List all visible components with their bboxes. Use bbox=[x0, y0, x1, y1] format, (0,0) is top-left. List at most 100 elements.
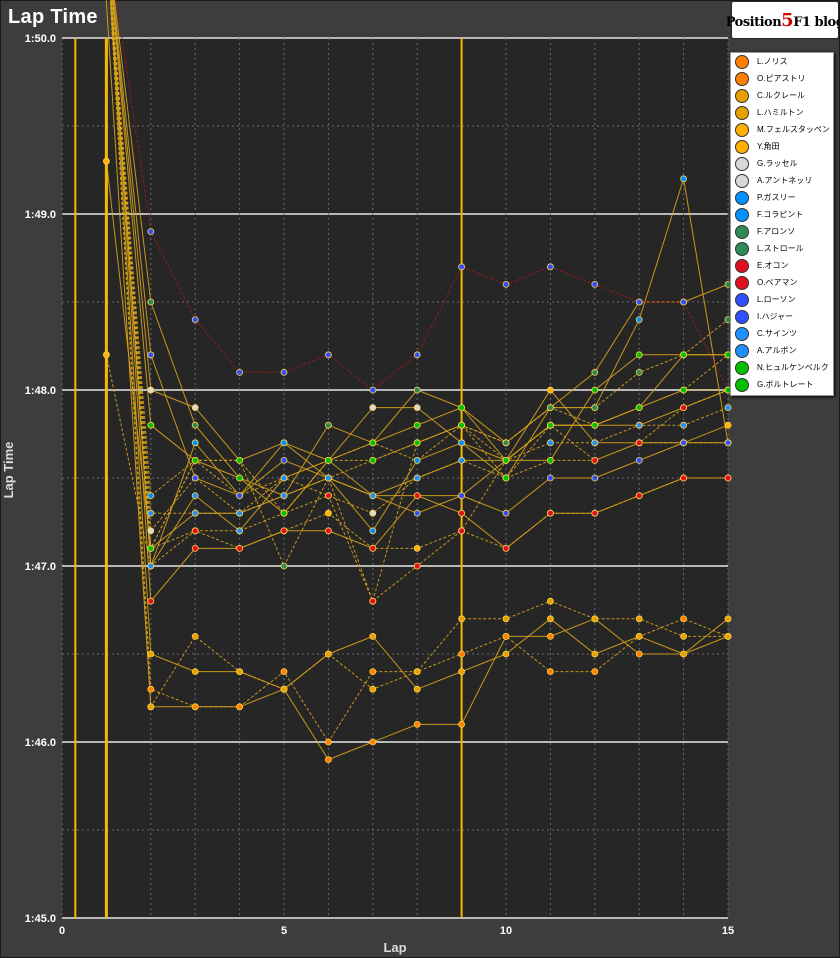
data-point bbox=[458, 439, 466, 447]
data-point bbox=[191, 421, 199, 429]
data-point bbox=[280, 456, 288, 464]
data-point bbox=[635, 615, 643, 623]
data-point bbox=[591, 368, 599, 376]
data-point bbox=[191, 545, 199, 552]
data-point bbox=[502, 439, 510, 447]
data-point bbox=[547, 633, 554, 640]
legend-item[interactable]: O.ピアストリ bbox=[731, 70, 833, 87]
legend-item[interactable]: I.ハジャー bbox=[731, 308, 833, 325]
legend-item[interactable]: G.ボルトレート bbox=[731, 376, 833, 393]
data-point bbox=[280, 368, 288, 376]
x-tick-label: 15 bbox=[722, 925, 734, 937]
data-point bbox=[502, 545, 510, 552]
data-point bbox=[502, 280, 510, 288]
data-point bbox=[547, 668, 554, 675]
legend-label: Y.角田 bbox=[757, 142, 780, 151]
mclaren-team-icon bbox=[735, 54, 749, 69]
data-point bbox=[547, 386, 554, 394]
data-point bbox=[680, 439, 687, 447]
data-point bbox=[236, 509, 244, 517]
data-point bbox=[280, 562, 288, 570]
data-point bbox=[591, 404, 599, 412]
y-tick-label: 1:50.0 bbox=[25, 33, 56, 45]
data-point bbox=[236, 456, 244, 464]
data-point bbox=[413, 721, 421, 728]
legend-item[interactable]: P.ガスリー bbox=[731, 189, 833, 206]
data-point bbox=[591, 439, 599, 447]
data-point bbox=[147, 298, 155, 306]
legend-label: F.アロンソ bbox=[757, 227, 796, 236]
legend-label: C.ルクレール bbox=[757, 91, 805, 100]
legend-item[interactable]: L.ノリス bbox=[731, 53, 833, 70]
legend-item[interactable]: A.アントネッリ bbox=[731, 172, 833, 189]
data-point bbox=[369, 633, 377, 640]
data-point bbox=[547, 474, 554, 482]
legend-item[interactable]: E.オコン bbox=[731, 257, 833, 274]
data-point bbox=[191, 633, 199, 640]
x-tick-label: 5 bbox=[281, 925, 287, 937]
data-point bbox=[324, 738, 332, 746]
data-point bbox=[458, 263, 466, 271]
legend-label: N.ヒュルケンベルク bbox=[757, 363, 829, 372]
legend-item[interactable]: F.コラピント bbox=[731, 206, 833, 223]
data-point bbox=[680, 386, 687, 394]
mercedes-team-icon bbox=[735, 156, 749, 171]
data-point bbox=[591, 456, 599, 464]
data-point bbox=[324, 650, 332, 658]
data-point bbox=[635, 351, 643, 359]
legend-item[interactable]: O.ベアマン bbox=[731, 274, 833, 291]
legend-item[interactable]: L.ローソン bbox=[731, 291, 833, 308]
legend-item[interactable]: G.ラッセル bbox=[731, 155, 833, 172]
data-point bbox=[191, 474, 199, 482]
legend-item[interactable]: C.ルクレール bbox=[731, 87, 833, 104]
data-point bbox=[413, 668, 421, 675]
data-point bbox=[635, 650, 643, 658]
legend-label: C.サインツ bbox=[757, 329, 797, 338]
series-line bbox=[109, 0, 728, 709]
data-point bbox=[680, 404, 687, 412]
data-point bbox=[369, 545, 377, 552]
data-point bbox=[324, 527, 332, 535]
data-point bbox=[236, 545, 244, 552]
data-point bbox=[458, 509, 466, 517]
brand-logo[interactable]: Position5F1 blog bbox=[726, 2, 840, 38]
data-point bbox=[458, 721, 466, 728]
data-point bbox=[458, 421, 466, 429]
legend-item[interactable]: C.サインツ bbox=[731, 325, 833, 342]
legend-item[interactable]: N.ヒュルケンベルク bbox=[731, 359, 833, 376]
data-point bbox=[324, 756, 332, 763]
data-point bbox=[591, 474, 599, 482]
data-point bbox=[369, 738, 377, 746]
data-point bbox=[236, 474, 244, 482]
data-point bbox=[280, 474, 288, 482]
data-point bbox=[147, 228, 155, 236]
data-point bbox=[413, 474, 421, 482]
data-point bbox=[413, 351, 421, 359]
legend-item[interactable]: F.アロンソ bbox=[731, 223, 833, 240]
series-points bbox=[103, 157, 732, 763]
mercedes-team-icon bbox=[735, 173, 749, 188]
data-point bbox=[147, 562, 155, 570]
data-point bbox=[547, 615, 554, 623]
legend-item[interactable]: L.ハミルトン bbox=[731, 104, 833, 121]
williams-team-icon bbox=[735, 343, 749, 358]
legend-label: A.アントネッリ bbox=[757, 176, 813, 185]
x-axis-label: Lap bbox=[383, 940, 406, 955]
data-point bbox=[413, 509, 421, 517]
legend-item[interactable]: A.アルボン bbox=[731, 342, 833, 359]
data-point bbox=[236, 668, 244, 675]
data-point bbox=[191, 404, 199, 412]
data-point bbox=[369, 509, 377, 517]
legend-label: O.ベアマン bbox=[757, 278, 798, 287]
legend-item[interactable]: Y.角田 bbox=[731, 138, 833, 155]
legend-item[interactable]: M.フェルスタッペン bbox=[731, 121, 833, 138]
legend-item[interactable]: L.ストロール bbox=[731, 240, 833, 257]
data-point bbox=[591, 509, 599, 517]
data-point bbox=[147, 545, 155, 552]
page-title: Lap Time bbox=[8, 6, 98, 28]
data-point bbox=[147, 509, 155, 517]
data-point bbox=[724, 404, 732, 412]
data-point bbox=[236, 492, 244, 500]
astonmartin-team-icon bbox=[735, 224, 749, 239]
data-point bbox=[591, 615, 599, 623]
